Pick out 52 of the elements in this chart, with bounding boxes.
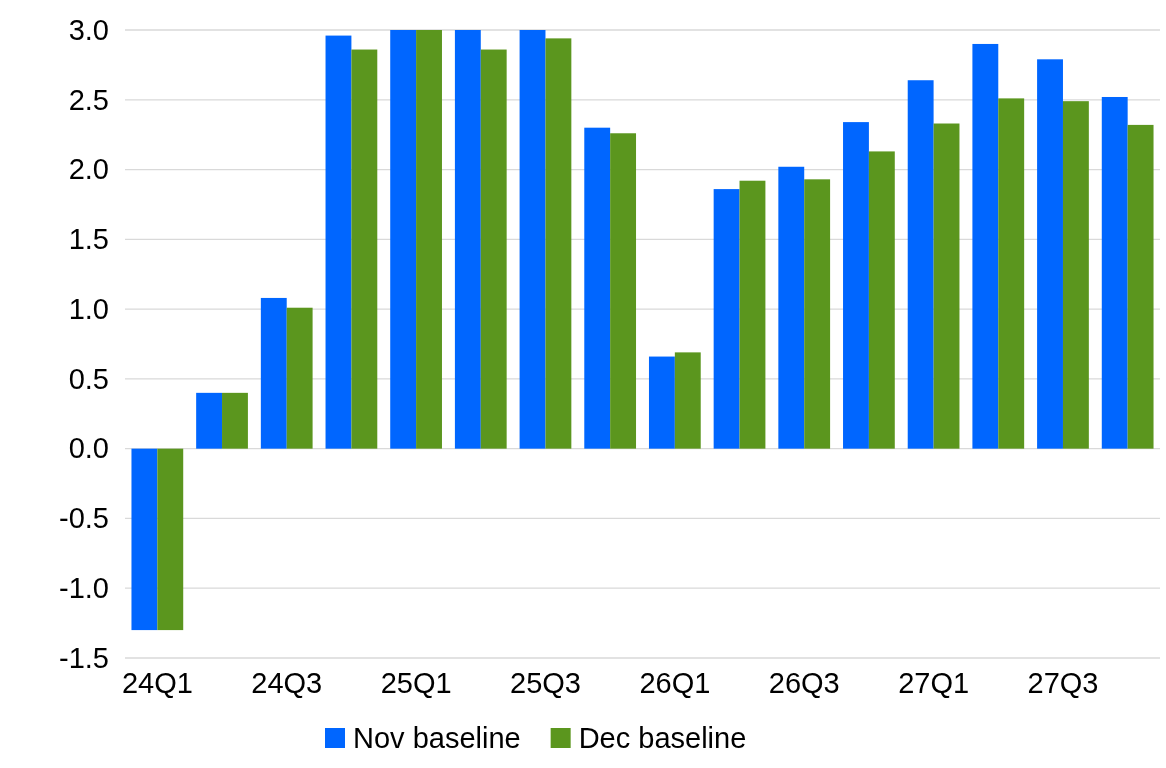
bar [998, 98, 1025, 449]
y-tick-label: 1.5 [68, 223, 109, 256]
bar [325, 35, 352, 449]
bar [648, 356, 675, 449]
y-tick-label: 3.0 [68, 13, 109, 46]
bar [674, 352, 701, 449]
x-tick-label: 24Q1 [121, 666, 193, 699]
y-tick-label: 2.5 [68, 83, 109, 116]
y-tick-label: -1.5 [59, 641, 109, 674]
bar [416, 30, 442, 449]
bar [351, 49, 378, 449]
y-tick-label: -0.5 [59, 502, 109, 535]
x-tick-label: 26Q1 [639, 666, 711, 699]
bar [1037, 59, 1063, 449]
bar [157, 448, 184, 631]
y-tick-label: 0.0 [68, 432, 109, 465]
y-tick-label: -1.0 [59, 572, 109, 604]
bar [739, 180, 766, 449]
bar [260, 297, 287, 449]
x-tick-label: 27Q1 [898, 666, 970, 699]
bar [933, 123, 960, 449]
bar [804, 179, 831, 449]
bar [1062, 101, 1089, 449]
bar [131, 448, 158, 631]
y-tick-label: 1.0 [68, 292, 109, 325]
bar [1127, 124, 1154, 449]
bar [610, 133, 637, 449]
x-tick-label: 26Q3 [768, 666, 840, 699]
legend-label: Nov baseline [353, 722, 521, 755]
bar [390, 30, 417, 449]
bar [868, 151, 895, 449]
bar [286, 307, 313, 449]
bar [778, 166, 805, 449]
x-tick-label: 24Q3 [251, 666, 323, 699]
bar [545, 38, 572, 449]
y-tick-label: 0.5 [68, 362, 109, 395]
bar [222, 392, 248, 449]
bar [196, 392, 223, 449]
x-tick-label: 25Q1 [380, 666, 452, 699]
bar [519, 30, 546, 449]
bar [454, 30, 481, 449]
bar [1101, 96, 1128, 449]
bar [713, 189, 740, 449]
y-tick-label: 2.0 [68, 153, 109, 186]
bar [907, 80, 934, 449]
bar [480, 49, 507, 449]
legend-label: Dec baseline [578, 722, 747, 755]
x-tick-label: 27Q3 [1027, 666, 1099, 699]
bar [584, 127, 611, 449]
x-tick-label: 25Q3 [509, 666, 581, 699]
bar [843, 122, 869, 449]
bar [972, 43, 999, 449]
